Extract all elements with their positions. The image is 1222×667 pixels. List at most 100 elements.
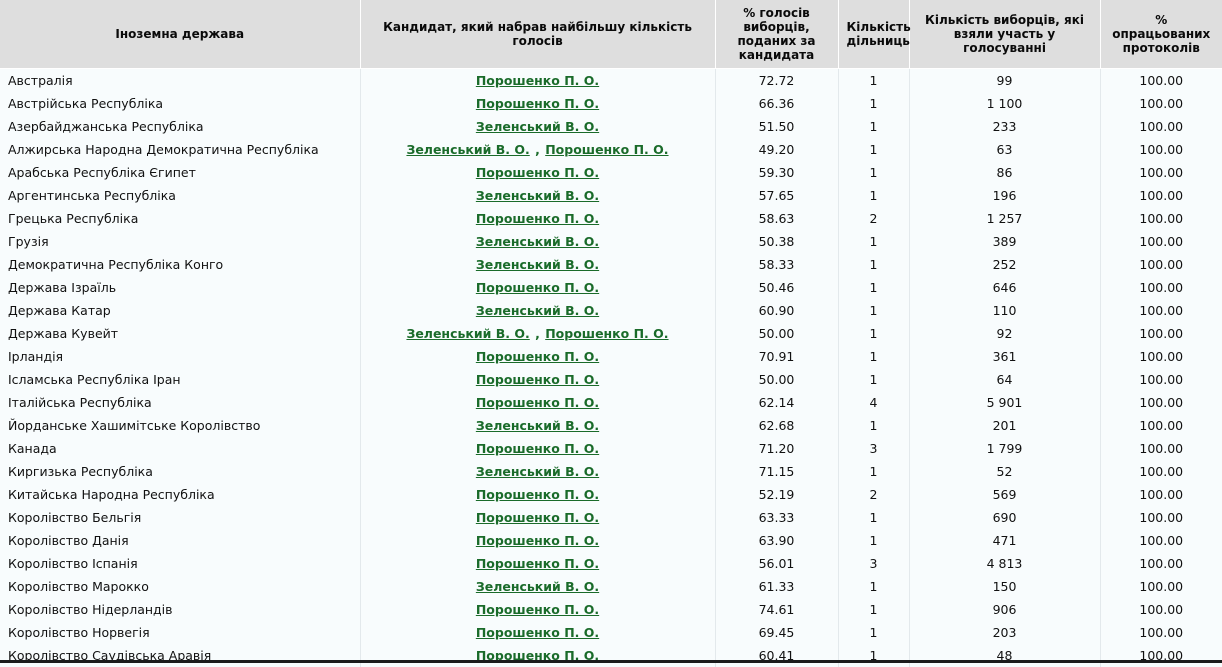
table-row: Канада Порошенко П. О. 71.20 3 1 799 100.00 xyxy=(0,436,1222,460)
candidate-link[interactable]: Зеленський В. О. xyxy=(406,325,530,341)
candidate-link[interactable]: Порошенко П. О. xyxy=(475,348,600,364)
candidate-link[interactable]: Порошенко П. О. xyxy=(475,555,600,571)
cell-state: Арабська Республіка Єгипет xyxy=(0,160,361,184)
candidate-link[interactable]: Порошенко П. О. xyxy=(475,624,600,640)
column-header-voters-count[interactable]: Кількість виборців, які взяли участь у г… xyxy=(909,0,1101,69)
candidate-link[interactable]: Порошенко П. О. xyxy=(475,164,600,180)
column-header-percent-votes[interactable]: % голосів виборців, поданих за кандидата xyxy=(715,0,839,69)
cell-percent-votes: 60.90 xyxy=(715,298,839,322)
candidate-link[interactable]: Зеленський В. О. xyxy=(406,141,530,157)
cell-percent-protocols: 100.00 xyxy=(1100,137,1222,161)
table-row: Королівство Марокко Зеленський В. О. 61.33… xyxy=(0,574,1222,598)
table-row: Королівство Бельгія Порошенко П. О. 63.33 1… xyxy=(0,505,1222,529)
candidate-link[interactable]: Зеленський В. О. xyxy=(475,417,600,433)
candidate-link[interactable]: Порошенко П. О. xyxy=(475,72,600,88)
candidate-link[interactable]: Зеленський В. О. xyxy=(475,463,600,479)
candidate-link[interactable]: Порошенко П. О. xyxy=(475,440,600,456)
candidate-link[interactable]: Порошенко П. О. xyxy=(475,647,600,663)
cell-candidate: Порошенко П. О. xyxy=(360,597,716,621)
cell-state: Азербайджанська Республіка xyxy=(0,114,361,138)
candidate-link[interactable]: Порошенко П. О. xyxy=(545,141,669,157)
candidate-link[interactable]: Порошенко П. О. xyxy=(475,509,600,525)
candidate-link[interactable]: Порошенко П. О. xyxy=(545,325,669,341)
candidate-link[interactable]: Порошенко П. О. xyxy=(475,532,600,548)
cell-percent-protocols: 100.00 xyxy=(1100,91,1222,115)
cell-precinct-count: 1 xyxy=(838,620,910,644)
cell-voters-count: 471 xyxy=(909,528,1101,552)
cell-precinct-count: 1 xyxy=(838,275,910,299)
cell-percent-protocols: 100.00 xyxy=(1100,298,1222,322)
cell-candidate: Порошенко П. О. xyxy=(360,367,716,391)
cell-percent-votes: 50.46 xyxy=(715,275,839,299)
cell-state: Алжирська Народна Демократична Республік… xyxy=(0,137,361,161)
cell-state: Ісламська Республіка Іран xyxy=(0,367,361,391)
candidate-link[interactable]: Зеленський В. О. xyxy=(475,233,600,249)
table-row: Австралія Порошенко П. О. 72.72 1 99 100.00 xyxy=(0,68,1222,92)
candidate-link[interactable]: Зеленський В. О. xyxy=(475,118,600,134)
cell-candidate: Зеленський В. О. xyxy=(360,183,716,207)
table-body: Австралія Порошенко П. О. 72.72 1 99 100.00 Ав… xyxy=(0,68,1222,667)
column-header-state[interactable]: Іноземна держава xyxy=(0,0,361,69)
cell-precinct-count: 1 xyxy=(838,505,910,529)
table-row: Італійська Республіка Порошенко П. О. 62.1… xyxy=(0,390,1222,414)
cell-candidate: Порошенко П. О. xyxy=(360,505,716,529)
cell-percent-protocols: 100.00 xyxy=(1100,321,1222,345)
cell-percent-votes: 71.15 xyxy=(715,459,839,483)
candidate-link[interactable]: Порошенко П. О. xyxy=(475,486,600,502)
candidate-link[interactable]: Порошенко П. О. xyxy=(475,394,600,410)
candidate-link[interactable]: Зеленський В. О. xyxy=(475,578,600,594)
candidate-link[interactable]: Порошенко П. О. xyxy=(475,279,600,295)
table-row: Демократична Республіка Конго Зеленський … xyxy=(0,252,1222,276)
cell-state: Держава Катар xyxy=(0,298,361,322)
cell-voters-count: 4 813 xyxy=(909,551,1101,575)
cell-state: Канада xyxy=(0,436,361,460)
table-row: Киргизька Республіка Зеленський В. О. 71.1… xyxy=(0,459,1222,483)
cell-candidate: Порошенко П. О. xyxy=(360,620,716,644)
cell-percent-protocols: 100.00 xyxy=(1100,160,1222,184)
cell-percent-protocols: 100.00 xyxy=(1100,482,1222,506)
cell-precinct-count: 1 xyxy=(838,183,910,207)
candidate-link[interactable]: Порошенко П. О. xyxy=(475,601,600,617)
cell-precinct-count: 1 xyxy=(838,114,910,138)
table-row: Держава Кувейт Зеленський В. О. , Порошен… xyxy=(0,321,1222,345)
table-row: Китайська Народна Республіка Порошенко П.… xyxy=(0,482,1222,506)
cell-percent-votes: 50.00 xyxy=(715,321,839,345)
candidate-link[interactable]: Порошенко П. О. xyxy=(475,371,600,387)
cell-percent-votes: 62.14 xyxy=(715,390,839,414)
table-row: Королівство Саудівська Аравія Порошенко П… xyxy=(0,643,1222,667)
candidate-link[interactable]: Зеленський В. О. xyxy=(475,187,600,203)
cell-candidate: Порошенко П. О. xyxy=(360,482,716,506)
cell-state: Австралія xyxy=(0,68,361,92)
cell-precinct-count: 1 xyxy=(838,643,910,667)
table-row: Королівство Норвегія Порошенко П. О. 69.45… xyxy=(0,620,1222,644)
cell-state: Королівство Іспанія xyxy=(0,551,361,575)
cell-voters-count: 389 xyxy=(909,229,1101,253)
cell-precinct-count: 1 xyxy=(838,459,910,483)
cell-candidate: Порошенко П. О. xyxy=(360,160,716,184)
cell-voters-count: 252 xyxy=(909,252,1101,276)
candidate-link[interactable]: Порошенко П. О. xyxy=(475,210,600,226)
cell-voters-count: 52 xyxy=(909,459,1101,483)
cell-candidate: Порошенко П. О. xyxy=(360,643,716,667)
cell-candidate: Зеленський В. О. xyxy=(360,252,716,276)
table-row: Алжирська Народна Демократична Республік… xyxy=(0,137,1222,161)
table-row: Держава Ізраїль Порошенко П. О. 50.46 1 646 1… xyxy=(0,275,1222,299)
candidate-link[interactable]: Зеленський В. О. xyxy=(475,302,600,318)
cell-percent-protocols: 100.00 xyxy=(1100,68,1222,92)
cell-candidate: Зеленський В. О. xyxy=(360,229,716,253)
column-header-percent-protocols[interactable]: % опрацьованих протоколів xyxy=(1100,0,1222,69)
cell-percent-protocols: 100.00 xyxy=(1100,252,1222,276)
cell-percent-protocols: 100.00 xyxy=(1100,114,1222,138)
cell-state: Королівство Норвегія xyxy=(0,620,361,644)
cell-precinct-count: 4 xyxy=(838,390,910,414)
cell-voters-count: 690 xyxy=(909,505,1101,529)
cell-percent-votes: 74.61 xyxy=(715,597,839,621)
candidate-link[interactable]: Порошенко П. О. xyxy=(475,95,600,111)
candidate-link[interactable]: Зеленський В. О. xyxy=(475,256,600,272)
cell-voters-count: 203 xyxy=(909,620,1101,644)
cell-precinct-count: 1 xyxy=(838,413,910,437)
cell-percent-votes: 69.45 xyxy=(715,620,839,644)
column-header-candidate[interactable]: Кандидат, який набрав найбільшу кількіст… xyxy=(360,0,716,69)
column-header-precinct-count[interactable]: Кількість дільниць xyxy=(838,0,911,69)
